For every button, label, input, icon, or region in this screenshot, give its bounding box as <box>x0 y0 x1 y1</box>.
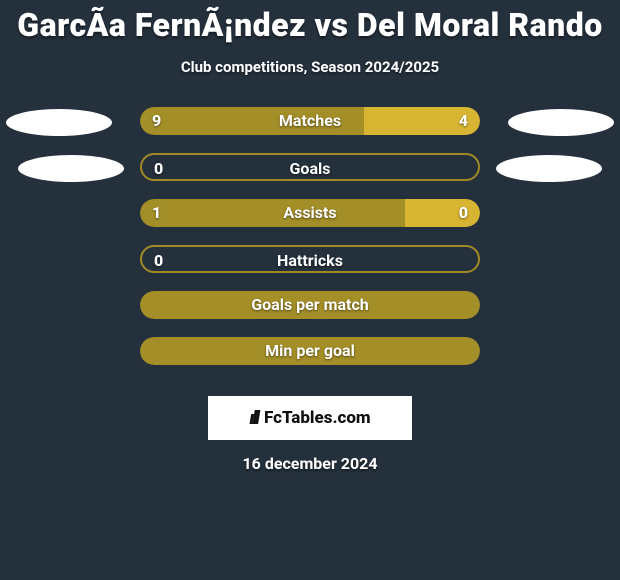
player1-badge <box>18 155 124 182</box>
bar-track: Goals0 <box>140 153 480 181</box>
stat-row: Assists1 0 <box>0 196 620 242</box>
bar-track: Assists1 0 <box>140 199 480 227</box>
bar-track: Goals per match <box>140 291 480 319</box>
stat-label: Hattricks <box>142 247 478 273</box>
player2-value: 0 <box>459 199 468 227</box>
comparison-infographic: GarcÃ­a FernÃ¡ndez vs Del Moral Rando Cl… <box>0 0 620 580</box>
date-label: 16 december 2024 <box>0 454 620 473</box>
player2-value: 4 <box>459 107 468 135</box>
stat-row: Min per goal <box>0 334 620 380</box>
player2-badge <box>508 109 614 136</box>
logo-text: FcTables.com <box>264 408 371 428</box>
stat-row: Goals0 <box>0 150 620 196</box>
stat-label: Min per goal <box>140 337 480 365</box>
player2-badge <box>496 155 602 182</box>
page-title: GarcÃ­a FernÃ¡ndez vs Del Moral Rando <box>0 0 620 44</box>
logo-box: ıll FcTables.com <box>208 396 412 440</box>
bar-track: Matches9 4 <box>140 107 480 135</box>
stat-label: Goals per match <box>140 291 480 319</box>
player1-badge <box>6 109 112 136</box>
stat-row: Goals per match <box>0 288 620 334</box>
subtitle: Club competitions, Season 2024/2025 <box>0 58 620 76</box>
player1-value: 0 <box>154 155 163 181</box>
stat-row: Hattricks0 <box>0 242 620 288</box>
bar-track: Min per goal <box>140 337 480 365</box>
stat-rows: Matches94Goals0Assists10Hattricks0Goals … <box>0 104 620 380</box>
player1-value: 1 <box>152 199 161 227</box>
stat-label: Goals <box>142 155 478 181</box>
stat-label: Matches <box>140 107 480 135</box>
stat-label: Assists <box>140 199 480 227</box>
stat-row: Matches9 4 <box>0 104 620 150</box>
bars-icon: ıll <box>249 408 258 429</box>
player1-value: 9 <box>152 107 161 135</box>
player1-value: 0 <box>154 247 163 273</box>
bar-track: Hattricks0 <box>140 245 480 273</box>
